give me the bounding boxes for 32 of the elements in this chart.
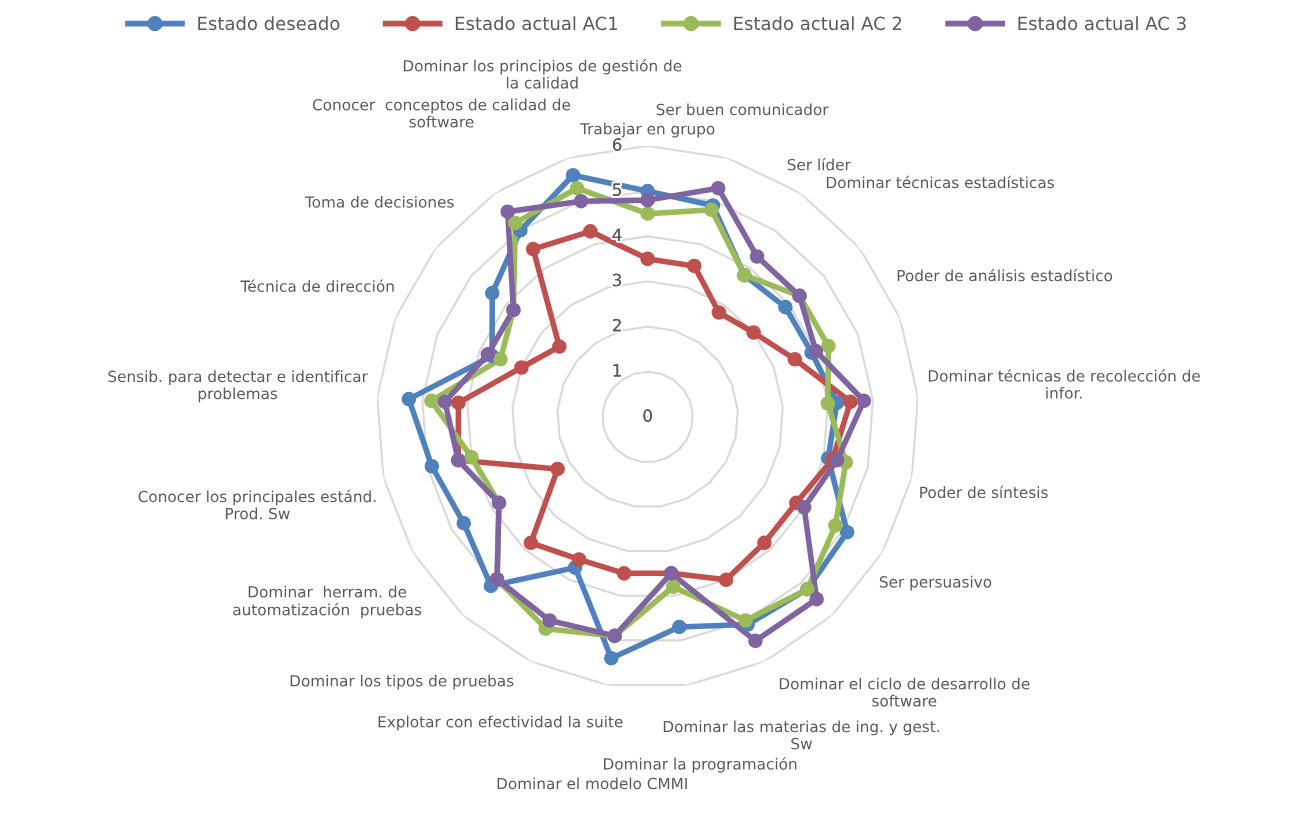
spoke-label: Conocer los principales estánd. Prod. Sw xyxy=(138,489,376,520)
legend-label: Estado deseado xyxy=(198,16,340,31)
y-tick-label: 2 xyxy=(613,318,621,332)
spoke-label: Ser buen comunicador xyxy=(656,103,829,116)
spoke-label: Técnica de dirección xyxy=(240,279,394,292)
y-tick-label: 5 xyxy=(613,183,621,196)
spoke-label: Toma de decisiones xyxy=(304,195,454,208)
spoke-label: Dominar herram. de automatización pruebas xyxy=(233,585,422,619)
legend-label: Estado actual AC 2 xyxy=(734,16,902,31)
spoke-label: Dominar técnicas estadísticas xyxy=(826,175,1054,189)
spoke-label: Dominar los principios de gestión de la calidad xyxy=(403,59,682,89)
spoke-label: Dominar el modelo CMMI xyxy=(497,777,687,790)
y-tick-label: 4 xyxy=(612,228,622,241)
y-tick-label: 1 xyxy=(613,364,621,377)
spoke-label: Trabajar en grupo xyxy=(580,122,715,138)
spoke-label: Dominar el ciclo de desarrollo de software xyxy=(779,677,1030,707)
spoke-label: Ser persuasivo xyxy=(879,575,992,591)
y-tick-label: 3 xyxy=(613,273,622,287)
spoke-label: Dominar los tipos de pruebas xyxy=(290,674,514,690)
spoke-label: Dominar técnicas de recolección de infor. xyxy=(928,369,1200,399)
spoke-label: Conocer conceptos de calidad de software xyxy=(312,98,571,128)
spoke-label: Explotar con efectividad la suite xyxy=(378,715,623,731)
y-tick-label: 0 xyxy=(643,409,652,422)
spoke-label: Dominar las materias de ing. y gest. Sw xyxy=(663,720,939,750)
spoke-label: Poder de síntesis xyxy=(920,485,1048,499)
y-tick-label: 6 xyxy=(612,138,622,151)
spoke-label: Poder de análisis estadístico xyxy=(897,268,1113,282)
spoke-label: Dominar la programación xyxy=(604,757,797,773)
spoke-label: Sensib. para detectar e identificar problemas xyxy=(108,370,368,403)
spoke-label: Ser líder xyxy=(787,158,851,171)
legend-label: Estado actual AC1 xyxy=(455,16,618,31)
legend-label: Estado actual AC 3 xyxy=(1018,16,1186,31)
